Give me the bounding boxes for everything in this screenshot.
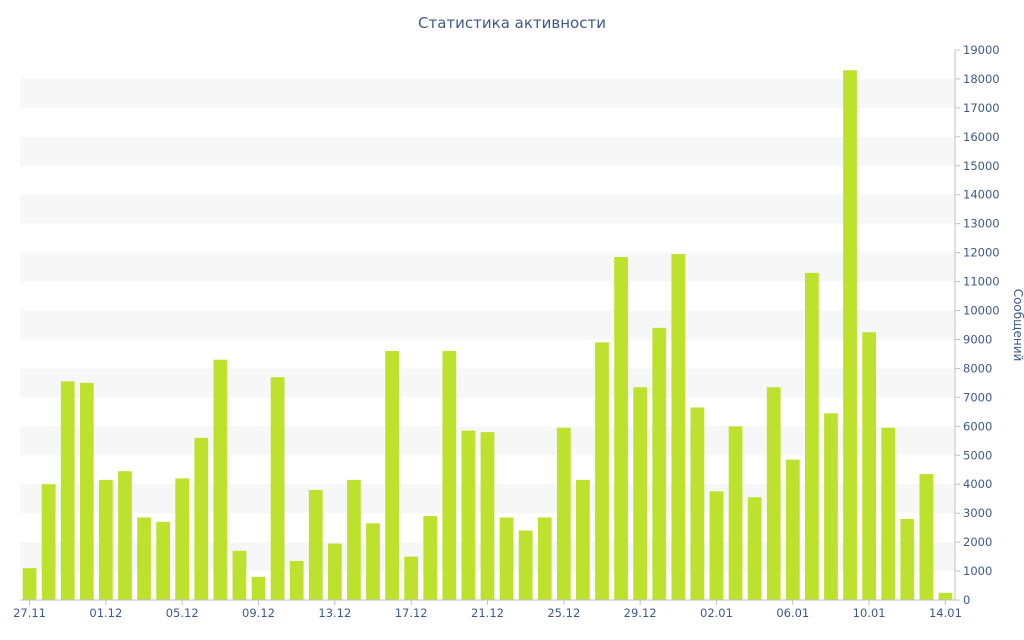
bar-03.12[interactable] (137, 517, 151, 601)
bar-26.12[interactable] (576, 479, 590, 600)
bar-28.12[interactable] (614, 256, 628, 600)
bar-04.01[interactable] (747, 497, 762, 600)
y-tick-label: 10000 (963, 304, 1000, 318)
x-tick-label: 17.12 (395, 606, 428, 620)
x-tick-label: 27.11 (13, 606, 46, 620)
bar-12.01[interactable] (900, 518, 915, 600)
bar-14.01[interactable] (938, 592, 953, 600)
bar-06.12[interactable] (194, 437, 209, 600)
bar-27.12[interactable] (595, 342, 609, 600)
y-tick-label: 15000 (963, 159, 1000, 173)
bar-06.01[interactable] (785, 459, 800, 600)
y-tick-label: 9000 (963, 332, 992, 346)
bar-22.12[interactable] (499, 517, 514, 601)
bar-25.12[interactable] (556, 427, 571, 600)
bar-02.12[interactable] (118, 471, 132, 600)
y-tick-label: 19000 (963, 43, 1000, 57)
chart-title: Статистика активности (418, 14, 606, 32)
bar-11.01[interactable] (881, 427, 896, 600)
bar-18.12[interactable] (423, 516, 438, 600)
x-tick-label: 14.01 (929, 606, 962, 620)
bar-30.11[interactable] (79, 382, 94, 600)
x-tick-label: 06.01 (776, 606, 809, 620)
y-tick-label: 11000 (963, 275, 1000, 289)
x-tick-label: 21.12 (471, 606, 504, 620)
y-tick-label: 5000 (963, 448, 992, 462)
bar-01.01[interactable] (690, 407, 705, 601)
y-tick-label: 4000 (963, 477, 992, 491)
x-ticks: 27.11 01.12 05.12 09.12 13.12 17.12 21.12 25.12… (13, 600, 962, 620)
bar-23.12[interactable] (518, 530, 533, 600)
grid-band (20, 78, 955, 108)
y-axis-label: Сообщений (1011, 289, 1024, 362)
x-tick-label: 29.12 (624, 606, 657, 620)
x-tick-label: 13.12 (318, 606, 351, 620)
bars (22, 70, 953, 601)
bar-13.12[interactable] (327, 543, 342, 600)
bar-12.12[interactable] (308, 490, 323, 600)
x-tick-label: 25.12 (547, 606, 580, 620)
y-tick-label: 3000 (963, 506, 992, 520)
y-tick-label: 8000 (963, 361, 992, 375)
bar-31.12[interactable] (671, 254, 686, 600)
bar-27.11[interactable] (22, 568, 37, 600)
bar-15.12[interactable] (366, 523, 380, 600)
grid-band (20, 252, 955, 282)
bar-13.01[interactable] (919, 474, 934, 600)
bar-17.12[interactable] (404, 556, 419, 600)
bar-21.12[interactable] (480, 432, 495, 600)
bar-14.12[interactable] (347, 479, 361, 600)
x-tick-label: 10.01 (853, 606, 886, 620)
x-tick-label: 05.12 (166, 606, 199, 620)
bar-08.12[interactable] (232, 550, 247, 600)
bar-07.01[interactable] (805, 272, 819, 600)
bar-08.01[interactable] (824, 413, 838, 600)
y-tick-label: 7000 (963, 390, 992, 404)
y-tick-label: 13000 (963, 217, 1000, 231)
x-tick-label: 01.12 (89, 606, 122, 620)
bar-24.12[interactable] (537, 517, 552, 601)
bar-29.12[interactable] (633, 387, 648, 600)
y-tick-label: 12000 (963, 246, 1000, 260)
grid-band (20, 136, 955, 166)
bar-10.12[interactable] (270, 377, 285, 600)
bar-11.12[interactable] (289, 560, 304, 600)
grid-band (20, 310, 955, 340)
grid-band (20, 368, 955, 398)
bar-09.01[interactable] (843, 70, 857, 600)
bar-05.01[interactable] (766, 387, 781, 600)
bar-02.01[interactable] (709, 491, 724, 600)
y-tick-label: 6000 (963, 419, 992, 433)
y-tick-label: 1000 (963, 564, 992, 578)
y-tick-label: 2000 (963, 535, 992, 549)
x-tick-label: 02.01 (700, 606, 733, 620)
bar-20.12[interactable] (461, 430, 476, 600)
bar-28.11[interactable] (41, 484, 56, 600)
bar-30.12[interactable] (652, 327, 667, 600)
y-tick-label: 14000 (963, 188, 1000, 202)
y-tick-label: 16000 (963, 130, 1000, 144)
y-tick-label: 0 (963, 593, 970, 607)
bar-09.12[interactable] (251, 576, 266, 600)
y-tick-label: 18000 (963, 72, 1000, 86)
bar-03.01[interactable] (728, 426, 743, 600)
bar-19.12[interactable] (442, 351, 457, 600)
bar-01.12[interactable] (98, 479, 113, 600)
bar-16.12[interactable] (385, 351, 399, 600)
bar-07.12[interactable] (213, 359, 228, 600)
grid-band (20, 194, 955, 224)
bar-05.12[interactable] (175, 478, 190, 600)
y-tick-label: 17000 (963, 101, 1000, 115)
bar-10.01[interactable] (862, 332, 877, 600)
bar-04.12[interactable] (156, 521, 170, 600)
bar-29.11[interactable] (60, 381, 75, 600)
y-ticks: 0 1000 2000 3000 4000 5000 6000 7000 8000 9000 100… (955, 43, 1000, 607)
x-tick-label: 09.12 (242, 606, 275, 620)
